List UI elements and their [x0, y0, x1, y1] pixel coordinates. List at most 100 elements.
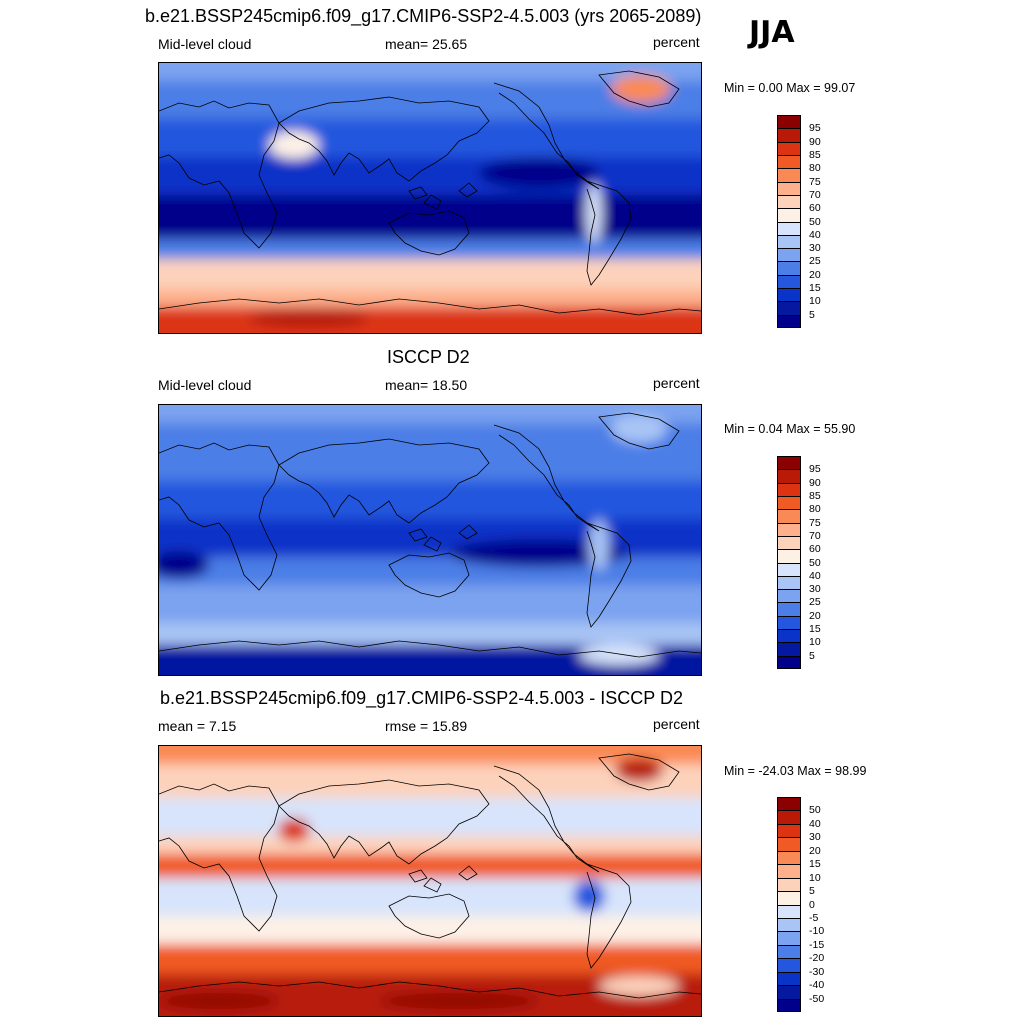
colorbar-swatch	[777, 535, 801, 550]
colorbar-tick-label: 20	[809, 609, 821, 622]
colorbar-tick-label: -30	[809, 965, 825, 978]
colorbar-swatch	[777, 931, 801, 945]
panel-3-minmax: Min = -24.03 Max = 98.99	[724, 764, 867, 778]
panel-2-minmax: Min = 0.04 Max = 55.90	[724, 422, 856, 436]
panel-1-variable-label: Mid-level cloud	[158, 36, 252, 52]
panel-3-units-label: percent	[653, 716, 700, 732]
panel-1-units-label: percent	[653, 34, 700, 50]
colorbar-swatch	[777, 482, 801, 496]
colorbar-swatch	[777, 589, 801, 603]
colorbar-swatch	[777, 629, 801, 643]
panel-2-map-svg	[159, 405, 701, 675]
colorbar-swatch	[777, 602, 801, 616]
colorbar-tick-label: 95	[809, 463, 821, 476]
season-label: JJA	[749, 15, 795, 50]
colorbar-swatch	[777, 549, 801, 563]
panel-3-title: b.e21.BSSP245cmip6.f09_g17.CMIP6-SSP2-4.…	[160, 688, 683, 708]
panel-3-map	[158, 745, 702, 1017]
colorbar-swatch	[777, 168, 801, 182]
colorbar-swatch	[777, 208, 801, 222]
panel-2-title: ISCCP D2	[387, 347, 470, 367]
colorbar-tick-label: 50	[809, 215, 821, 228]
colorbar-tick-label: 95	[809, 122, 821, 135]
colorbar-tick-label: 10	[809, 871, 821, 884]
panel-1-title: b.e21.BSSP245cmip6.f09_g17.CMIP6-SSP2-4.…	[145, 6, 702, 26]
colorbar-swatch	[777, 810, 801, 824]
colorbar-tick-label: 10	[809, 295, 821, 308]
colorbar-tick-label: -40	[809, 979, 825, 992]
colorbar-swatch	[777, 998, 801, 1012]
panel-2-colorbar: 95 90 85 80 75 70 60 50 40 30 25 20 15 10 5	[777, 456, 821, 669]
colorbar-tick-label: 15	[809, 623, 821, 636]
colorbar-tick-label: 5	[809, 885, 815, 898]
colorbar-swatch	[777, 495, 801, 510]
colorbar-tick-label: 60	[809, 202, 821, 215]
panel-3-colorbar: 50 40 30 20 15 10 5 0 -5 -10 -15 -20 -30 -40 -50	[777, 797, 824, 1012]
panel-1-colorbar: 95 90 85 80 75 70 60 50 40 30 25 20 15 10 5	[777, 115, 821, 328]
colorbar-swatch	[777, 314, 801, 328]
colorbar-swatch	[777, 797, 801, 811]
colorbar-swatch	[777, 575, 801, 590]
colorbar-swatch	[777, 823, 801, 838]
colorbar-tick-label: -15	[809, 938, 825, 951]
colorbar-swatch	[777, 248, 801, 262]
panel-2-mean-label: mean= 18.50	[385, 377, 468, 393]
colorbar-swatch	[777, 509, 801, 523]
colorbar-tick-label: 50	[809, 556, 821, 569]
panel-2-variable-label: Mid-level cloud	[158, 377, 252, 393]
panel-1-map	[158, 62, 702, 334]
colorbar-tick-label: 75	[809, 516, 821, 529]
colorbar-tick-label: 60	[809, 543, 821, 556]
colorbar-swatch	[777, 837, 801, 851]
panel-1-map-svg	[159, 63, 701, 333]
panel-3-rmse-label: rmse = 15.89	[385, 718, 468, 734]
colorbar-swatch	[777, 642, 801, 656]
colorbar-tick-label: 80	[809, 162, 821, 175]
colorbar-tick-label: 85	[809, 148, 821, 161]
colorbar-swatch	[777, 904, 801, 918]
panel-3-map-svg	[159, 746, 701, 1016]
colorbar-tick-label: 75	[809, 175, 821, 188]
colorbar-tick-label: 30	[809, 831, 821, 844]
colorbar-swatch	[777, 944, 801, 959]
colorbar-tick-label: 80	[809, 503, 821, 516]
colorbar-tick-label: -10	[809, 925, 825, 938]
colorbar-swatch	[777, 891, 801, 905]
colorbar-tick-label: 40	[809, 228, 821, 241]
colorbar-swatch	[777, 274, 801, 289]
colorbar-swatch	[777, 985, 801, 999]
panel-1-mean-label: mean= 25.65	[385, 36, 468, 52]
colorbar-tick-label: 0	[809, 898, 815, 911]
colorbar-tick-label: 25	[809, 255, 821, 268]
colorbar-swatch	[777, 850, 801, 865]
colorbar-swatch	[777, 234, 801, 249]
colorbar-swatch	[777, 115, 801, 129]
colorbar-tick-label: 15	[809, 282, 821, 295]
colorbar-tick-label: 5	[809, 308, 815, 321]
colorbar-tick-label: 40	[809, 817, 821, 830]
colorbar-swatch	[777, 562, 801, 576]
colorbar-swatch	[777, 971, 801, 986]
colorbar-swatch	[777, 261, 801, 275]
colorbar-tick-label: -50	[809, 992, 825, 1005]
colorbar-tick-label: -5	[809, 911, 819, 924]
colorbar-swatch	[777, 917, 801, 932]
colorbar-tick-label: 15	[809, 858, 821, 871]
panel-2-map	[158, 404, 702, 676]
colorbar-tick-label: 90	[809, 135, 821, 148]
colorbar-tick-label: 85	[809, 489, 821, 502]
panel-3-mean-label: mean = 7.15	[158, 718, 237, 734]
colorbar-swatch	[777, 864, 801, 878]
colorbar-swatch	[777, 456, 801, 470]
colorbar-tick-label: -20	[809, 952, 825, 965]
colorbar-swatch	[777, 141, 801, 155]
colorbar-tick-label: 30	[809, 583, 821, 596]
colorbar-swatch	[777, 194, 801, 209]
colorbar-tick-label: 20	[809, 268, 821, 281]
colorbar-swatch	[777, 877, 801, 892]
colorbar-tick-label: 25	[809, 596, 821, 609]
colorbar-swatch	[777, 128, 801, 142]
colorbar-swatch	[777, 469, 801, 483]
colorbar-swatch	[777, 522, 801, 536]
colorbar-tick-label: 30	[809, 242, 821, 255]
